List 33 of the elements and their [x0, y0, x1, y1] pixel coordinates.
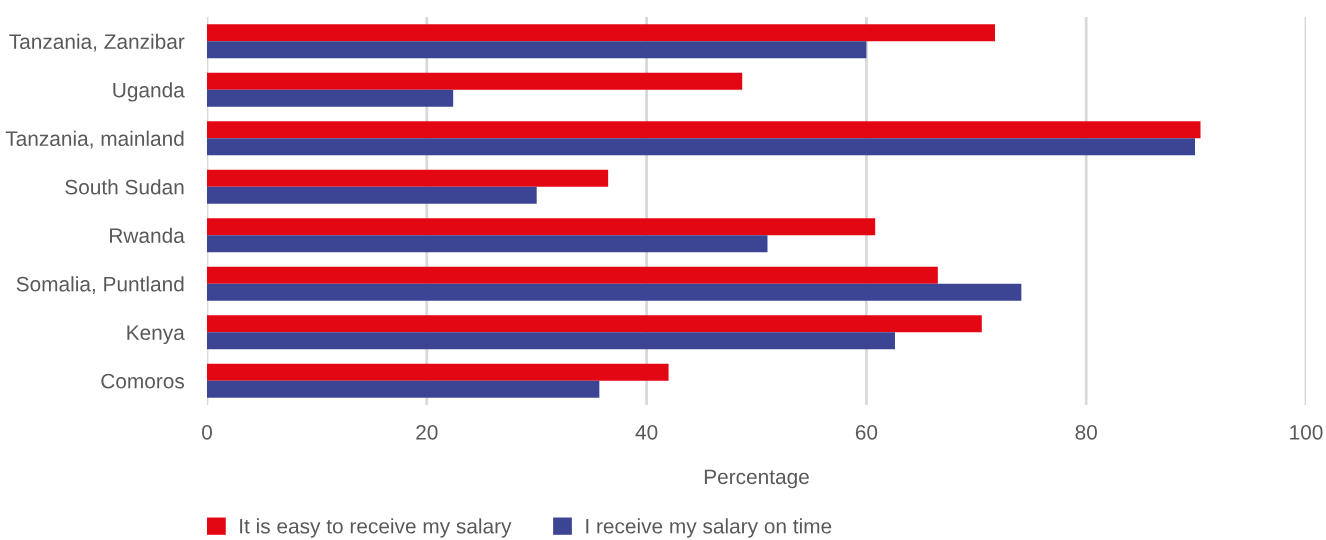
legend-label: It is easy to receive my salary	[240, 518, 512, 538]
bar	[207, 235, 768, 253]
bar	[207, 315, 982, 333]
y-tick-label: South Sudan	[65, 179, 184, 195]
y-tick-label: Comoros	[101, 373, 185, 389]
bar	[207, 218, 876, 236]
bar	[207, 72, 743, 90]
bar	[207, 363, 669, 381]
bar	[207, 169, 609, 187]
bar	[207, 89, 454, 107]
y-tick-label: Rwanda	[110, 227, 185, 243]
y-tick-label: Somalia, Puntland	[16, 276, 184, 294]
bar	[207, 332, 895, 350]
bar	[207, 41, 867, 59]
y-tick-label: Tanzania, Zanzibar	[9, 33, 185, 52]
x-tick-label: 40	[635, 424, 658, 440]
x-axis-title: Percentage	[704, 469, 809, 489]
y-tick-label: Uganda	[113, 82, 185, 102]
x-tick-label: 100	[1290, 424, 1323, 440]
x-tick-label: 60	[855, 424, 878, 440]
bar	[207, 186, 537, 204]
x-tick-label: 0	[202, 424, 212, 440]
x-tick-label: 20	[416, 424, 438, 440]
y-tick-label: Kenya	[127, 325, 185, 345]
bar	[207, 283, 1022, 301]
x-tick-label: 80	[1075, 424, 1097, 440]
bar	[207, 138, 1195, 156]
bar	[207, 380, 600, 398]
bar	[207, 24, 995, 42]
bar	[207, 121, 1201, 139]
y-tick-label: Tanzania, mainland	[5, 130, 184, 149]
legend-label: I receive my salary on time	[586, 518, 832, 538]
bar	[207, 266, 938, 284]
